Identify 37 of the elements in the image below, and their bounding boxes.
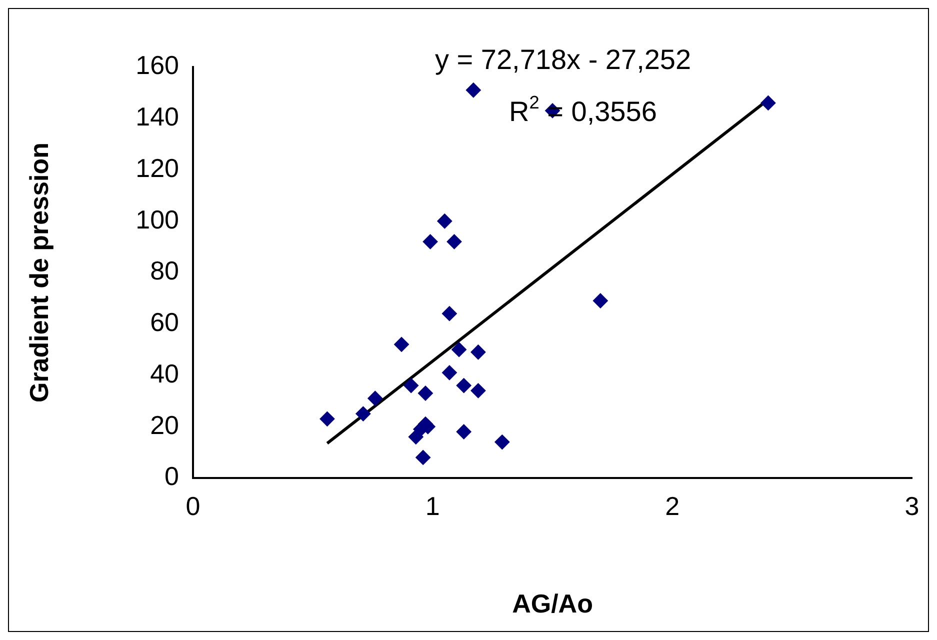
y-tick-label: 140 xyxy=(136,102,179,132)
point xyxy=(592,293,608,308)
y-tick-label: 0 xyxy=(164,461,179,492)
point xyxy=(470,383,486,398)
point xyxy=(760,95,776,110)
point xyxy=(470,344,486,360)
point xyxy=(356,406,371,422)
point xyxy=(368,390,383,406)
y-tick-label: 120 xyxy=(136,152,179,183)
point xyxy=(422,234,438,250)
point xyxy=(456,424,472,440)
x-tick-label: 0 xyxy=(186,490,200,521)
point xyxy=(442,306,457,322)
y-tick-label: 20 xyxy=(150,410,179,440)
point xyxy=(320,411,335,426)
point xyxy=(418,386,433,401)
point xyxy=(452,342,467,358)
y-tick-label: 100 xyxy=(136,204,179,234)
x-tick-label: 1 xyxy=(425,490,440,521)
x-axis-title: AG/Ao xyxy=(512,588,593,619)
y-tick-label: 40 xyxy=(150,358,179,388)
x-tick-label: 2 xyxy=(665,490,680,521)
annotation: y = 72,718x - 27,252 xyxy=(435,44,692,75)
point xyxy=(456,378,472,394)
point xyxy=(466,82,481,98)
point xyxy=(442,365,457,380)
point xyxy=(494,434,510,450)
y-axis-title: Gradient de pression xyxy=(24,142,54,403)
x-tick-label: 3 xyxy=(904,490,920,521)
point xyxy=(437,214,452,229)
point xyxy=(446,234,462,250)
y-tick-label: 160 xyxy=(136,50,179,80)
point xyxy=(404,378,419,394)
y-tick-label: 80 xyxy=(150,256,179,286)
y-tick-label: 60 xyxy=(150,307,179,338)
point xyxy=(416,450,431,465)
point xyxy=(394,336,410,352)
